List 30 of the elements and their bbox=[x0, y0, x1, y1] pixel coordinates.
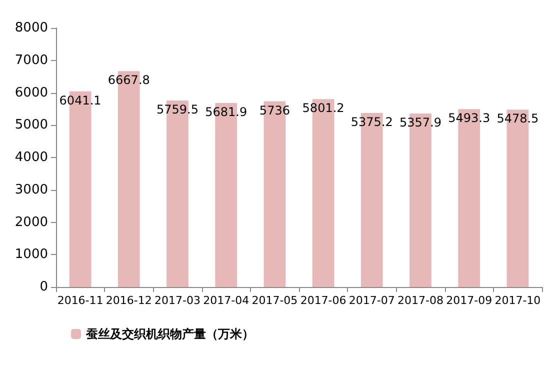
data-label: 5759.5 bbox=[156, 102, 198, 117]
y-tick-label: 4000 bbox=[14, 150, 48, 165]
legend-label: 蚕丝及交织机织物产量（万米） bbox=[85, 327, 254, 341]
x-tick-label: 2016-11 bbox=[57, 294, 104, 307]
x-tick-label: 2017-05 bbox=[252, 294, 298, 307]
data-label: 5801.2 bbox=[302, 101, 344, 116]
data-label: 5681.9 bbox=[205, 105, 248, 120]
y-tick-label: 1000 bbox=[14, 247, 48, 262]
data-label: 6041.1 bbox=[59, 93, 102, 108]
y-tick-label: 2000 bbox=[14, 214, 48, 230]
data-label: 5357.9 bbox=[400, 116, 442, 130]
y-tick-label: 5000 bbox=[14, 118, 48, 133]
data-label: 5736 bbox=[259, 103, 290, 118]
data-label: 5478.5 bbox=[496, 112, 539, 126]
x-tick-label: 2017-07 bbox=[348, 294, 395, 307]
y-tick-label: 0 bbox=[40, 280, 48, 294]
y-tick-label: 3000 bbox=[14, 182, 48, 198]
x-tick-label: 2017-08 bbox=[398, 294, 444, 307]
y-tick-label: 6000 bbox=[14, 85, 48, 100]
data-label: 5375.2 bbox=[350, 114, 393, 129]
y-tick-label: 8000 bbox=[14, 20, 48, 36]
x-tick-label: 2016-12 bbox=[106, 294, 152, 307]
x-tick-label: 2017-04 bbox=[203, 294, 250, 307]
x-tick-label: 2017-06 bbox=[300, 294, 346, 307]
x-tick-label: 2017-09 bbox=[446, 294, 492, 307]
data-label: 5493.3 bbox=[448, 111, 490, 126]
data-label: 6667.8 bbox=[108, 73, 150, 88]
y-tick-label: 7000 bbox=[14, 52, 48, 68]
x-tick-label: 2017-10 bbox=[494, 294, 541, 307]
x-tick-label: 2017-03 bbox=[154, 294, 200, 307]
